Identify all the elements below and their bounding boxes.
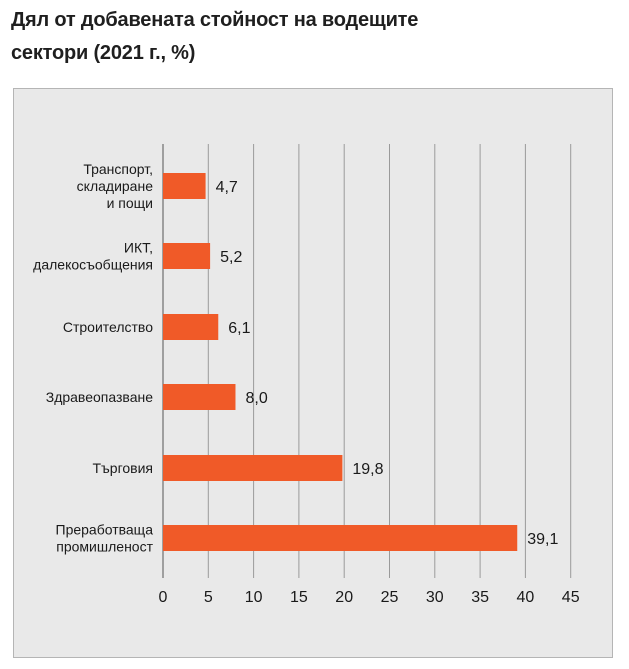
bar-5 bbox=[163, 525, 518, 551]
bar-1 bbox=[163, 243, 211, 269]
chart-title-line-1: Дял от добавената стойност на водещите bbox=[11, 9, 419, 31]
bar-2 bbox=[163, 314, 219, 340]
x-tick-label-40: 40 bbox=[517, 589, 535, 606]
value-label-0: 4,7 bbox=[216, 179, 238, 196]
category-label-line: Транспорт, bbox=[83, 161, 153, 177]
chart-title: Дял от добавената стойност на водещите с… bbox=[11, 4, 491, 70]
category-label-0: Транспорт, складиране и пощи bbox=[77, 161, 154, 211]
bar-0 bbox=[163, 173, 206, 199]
category-label-line: далекосъобщения bbox=[33, 257, 153, 273]
x-tick-label-35: 35 bbox=[471, 589, 489, 606]
bar-4 bbox=[163, 455, 343, 481]
category-label-line: Здравеопазване bbox=[46, 389, 153, 405]
x-tick-label-25: 25 bbox=[381, 589, 399, 606]
value-label-2: 6,1 bbox=[228, 320, 250, 337]
category-label-5: Преработваща промишленост bbox=[56, 522, 154, 555]
category-label-line: Преработваща bbox=[56, 522, 154, 538]
category-label-2: Строителство bbox=[63, 319, 153, 335]
category-label-1: ИКТ, далекосъобщения bbox=[33, 240, 153, 273]
value-label-4: 19,8 bbox=[352, 461, 383, 478]
x-tick-label-30: 30 bbox=[426, 589, 444, 606]
category-label-line: Строителство bbox=[63, 319, 153, 335]
category-label-line: ИКТ, bbox=[124, 240, 153, 256]
category-label-line: складиране bbox=[77, 178, 154, 194]
value-label-3: 8,0 bbox=[245, 390, 267, 407]
category-label-4: Търговия bbox=[92, 460, 153, 476]
category-label-line: и пощи bbox=[107, 195, 153, 211]
chart-panel bbox=[13, 88, 613, 658]
chart-title-line-2: сектори (2021 г., %) bbox=[11, 42, 196, 64]
x-tick-label-5: 5 bbox=[204, 589, 213, 606]
x-tick-label-20: 20 bbox=[335, 589, 353, 606]
x-tick-label-10: 10 bbox=[245, 589, 263, 606]
category-label-3: Здравеопазване bbox=[46, 389, 153, 405]
x-tick-label-15: 15 bbox=[290, 589, 308, 606]
category-label-line: промишленост bbox=[56, 539, 153, 555]
category-label-line: Търговия bbox=[92, 460, 153, 476]
value-label-5: 39,1 bbox=[527, 531, 558, 548]
x-tick-label-0: 0 bbox=[159, 589, 168, 606]
x-tick-label-45: 45 bbox=[562, 589, 580, 606]
value-label-1: 5,2 bbox=[220, 249, 242, 266]
bar-3 bbox=[163, 384, 236, 410]
